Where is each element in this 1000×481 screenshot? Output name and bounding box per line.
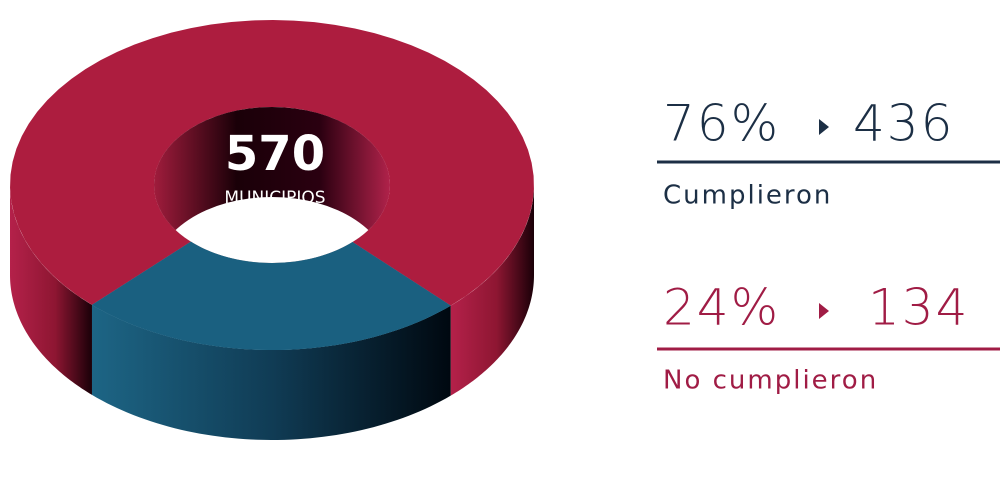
category: Cumplieron xyxy=(663,181,832,211)
slice xyxy=(91,241,451,350)
count: 436 xyxy=(853,95,954,153)
slice-side xyxy=(10,185,92,395)
category: No cumplieron xyxy=(663,366,878,396)
donut xyxy=(10,20,534,440)
count: 134 xyxy=(868,279,969,337)
slice xyxy=(10,20,534,306)
hole-opening xyxy=(154,197,390,263)
arrow xyxy=(819,119,829,135)
arrow xyxy=(819,303,829,319)
percent: 76% xyxy=(663,95,780,153)
slice-side xyxy=(91,304,451,440)
slice-side xyxy=(450,185,534,396)
percent: 24% xyxy=(663,279,780,337)
total: 570 xyxy=(225,126,325,182)
total-label: MUNICIPIOS xyxy=(224,188,325,208)
